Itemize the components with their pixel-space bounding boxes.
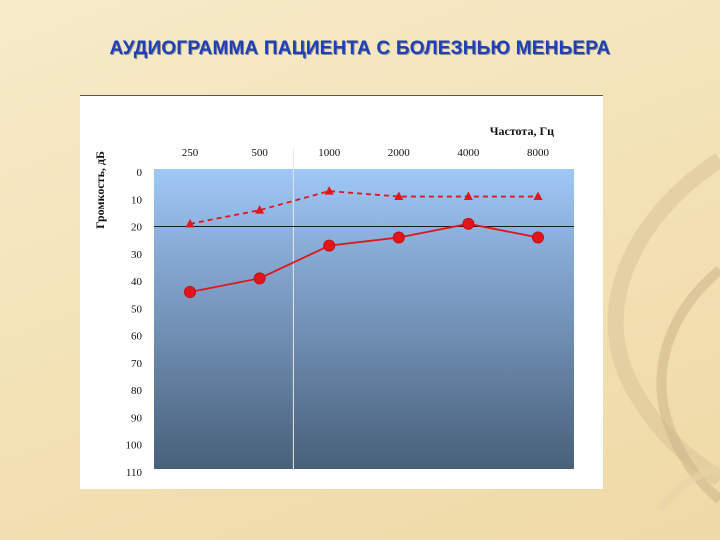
y-tick-label: 70: [131, 358, 143, 370]
x-axis-label: Частота, Гц: [490, 124, 554, 138]
data-point-circle: [253, 272, 266, 285]
x-tick-label: 500: [251, 147, 268, 159]
y-tick-label: 100: [126, 440, 143, 452]
y-tick-label: 110: [126, 467, 143, 479]
series-line-1: [189, 222, 539, 293]
data-point-triangle: [255, 205, 265, 214]
plot-area: [154, 169, 574, 469]
x-tick-label: 250: [182, 147, 199, 159]
y-axis-label: Громкость, дБ: [93, 151, 107, 229]
data-point-circle: [323, 239, 336, 252]
y-tick-label: 30: [131, 249, 143, 261]
y-tick-label: 10: [131, 194, 143, 206]
data-point-triangle: [394, 191, 404, 201]
audiogram-chart-svg: 250 500 1000 2000 4000 8000 0 10 20 30 40 50 60 70 80…: [93, 124, 574, 479]
y-tick-label: 40: [131, 276, 143, 288]
audiogram-chart: 250 500 1000 2000 4000 8000 0 10 20 30 40 50 60 70 80…: [80, 95, 603, 489]
data-point-triangle: [533, 191, 543, 201]
data-point-circle: [462, 217, 475, 230]
data-point-triangle: [185, 218, 195, 228]
y-tick-label: 60: [131, 331, 143, 343]
y-tick-label: 0: [137, 167, 143, 179]
data-point-circle: [532, 231, 544, 244]
slide-title: АУДИОГРАММА ПАЦИЕНТА С БОЛЕЗНЬЮ МЕНЬЕРА: [109, 38, 611, 59]
x-tick-label: 8000: [527, 147, 550, 159]
y-tick-label: 50: [131, 303, 143, 315]
data-point-circle: [392, 231, 405, 244]
background-swirl-decoration: [607, 153, 720, 513]
data-point-circle: [184, 286, 196, 298]
x-tick-label: 2000: [388, 147, 411, 159]
y-tick-label: 80: [131, 385, 143, 397]
x-tick-label: 4000: [457, 147, 480, 159]
y-tick-label: 90: [131, 412, 143, 424]
data-point-triangle: [463, 191, 473, 201]
y-tick-label: 20: [131, 222, 143, 234]
x-tick-label: 1000: [318, 147, 341, 159]
data-point-triangle: [324, 186, 334, 195]
